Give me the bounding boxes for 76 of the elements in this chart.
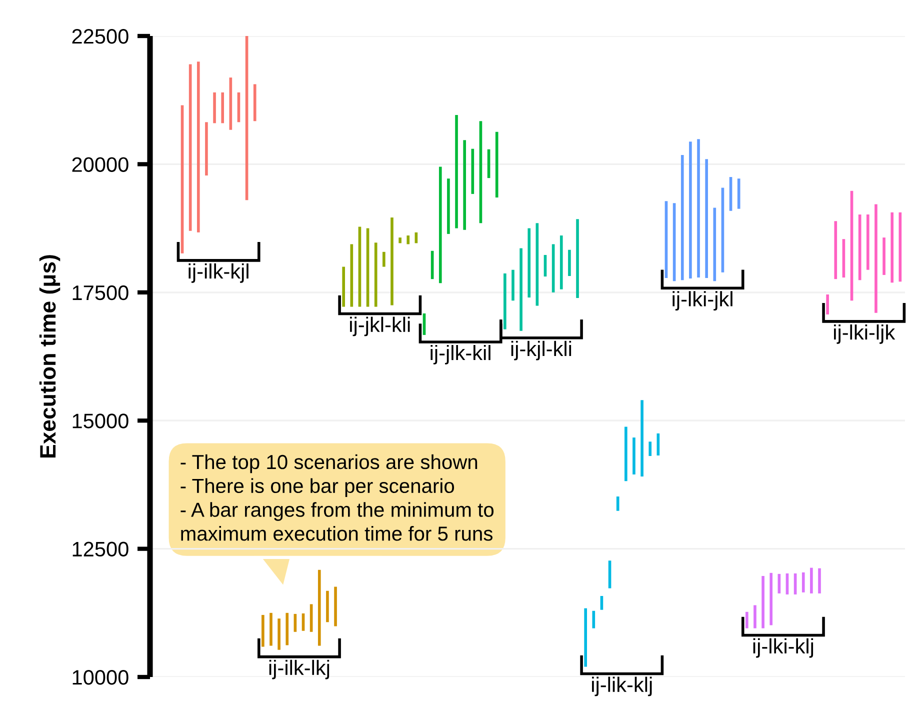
bar	[616, 496, 620, 511]
annotation: ij-jlk-kil	[430, 344, 490, 364]
bar	[632, 438, 636, 474]
bar	[455, 114, 458, 228]
bar	[270, 612, 272, 646]
bar	[576, 219, 579, 298]
bar	[818, 568, 821, 594]
annotation: ij-lki-jkl	[672, 291, 732, 311]
bar	[890, 212, 894, 283]
bar	[334, 586, 337, 626]
bar	[406, 235, 410, 244]
bar	[196, 62, 200, 232]
bar	[278, 618, 280, 650]
bar	[560, 235, 563, 290]
bar	[826, 294, 829, 314]
bar	[520, 248, 522, 331]
bar	[495, 132, 498, 198]
bar	[382, 252, 386, 267]
bar	[262, 614, 264, 647]
bar	[680, 154, 684, 280]
bar	[286, 612, 289, 646]
y-tick-label: 10000	[72, 670, 128, 685]
annotation: ij-lki-klj	[753, 638, 814, 658]
bar	[318, 570, 321, 646]
bar	[584, 608, 587, 667]
bar	[648, 442, 652, 456]
bar	[592, 610, 596, 628]
y-tick-label: 22500	[72, 29, 128, 44]
bar	[770, 572, 773, 626]
bar	[374, 242, 378, 307]
bar	[205, 122, 208, 176]
bar	[390, 218, 394, 306]
annotation: ij-jkl-kli	[350, 316, 410, 336]
bar	[882, 238, 886, 275]
annotation: ij-ilk-kjl	[188, 263, 248, 283]
bar	[568, 250, 571, 276]
y-axis-title: Execution time (μs)	[39, 255, 60, 458]
bar	[754, 605, 756, 628]
bar	[221, 92, 224, 124]
y-tick-label: 20000	[72, 157, 128, 172]
bar	[689, 142, 692, 279]
bar	[504, 273, 506, 330]
bar	[512, 270, 514, 301]
bar	[705, 159, 708, 278]
bar	[898, 212, 902, 282]
bar	[697, 139, 700, 278]
bar	[528, 228, 531, 298]
annotation: ij-lik-klj	[592, 676, 652, 696]
bar	[471, 148, 474, 194]
bar	[463, 140, 466, 230]
annotation: ij-kjl-kli	[511, 340, 572, 360]
bar	[834, 221, 838, 280]
bar	[326, 590, 329, 622]
annotation: ij-ilk-lkj	[269, 660, 330, 680]
annotation: - The top 10 scenarios are shown - There is one bar per scenario - A bar ranges from the minimum to maximum execution time for 5 runs	[180, 454, 494, 541]
y-tick-label: 12500	[72, 542, 128, 557]
y-tick-label: 17500	[72, 285, 128, 300]
bar	[342, 266, 345, 307]
bar	[713, 208, 716, 282]
bar	[438, 166, 442, 284]
bar	[253, 84, 256, 122]
bar	[802, 572, 805, 592]
bar	[745, 612, 748, 628]
bar	[874, 204, 878, 313]
annotation: ij-lki-ljk	[834, 324, 896, 344]
y-tick-label: 15000	[72, 414, 128, 428]
bar	[640, 400, 644, 476]
bar	[600, 596, 604, 610]
bar	[762, 576, 764, 628]
bar	[398, 238, 402, 244]
bar	[350, 244, 354, 307]
bar	[810, 568, 813, 594]
bar	[866, 214, 870, 270]
bar	[447, 178, 450, 234]
bar	[624, 426, 628, 482]
bar	[213, 92, 216, 124]
